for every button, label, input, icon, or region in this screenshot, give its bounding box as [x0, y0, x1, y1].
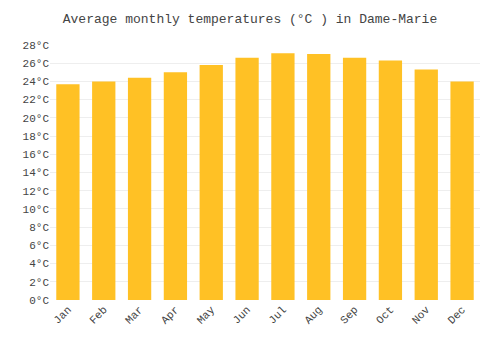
svg-text:22°C: 22°C	[23, 94, 50, 106]
svg-text:4°C: 4°C	[29, 258, 49, 270]
svg-text:Apr: Apr	[159, 304, 181, 326]
svg-text:Aug: Aug	[302, 304, 324, 326]
svg-text:Dec: Dec	[446, 304, 468, 326]
svg-text:Mar: Mar	[123, 304, 145, 326]
svg-text:Jul: Jul	[266, 304, 288, 326]
svg-text:May: May	[195, 304, 218, 327]
svg-text:8°C: 8°C	[29, 222, 49, 234]
svg-text:Sep: Sep	[338, 304, 360, 326]
svg-text:12°C: 12°C	[23, 186, 50, 198]
svg-text:6°C: 6°C	[29, 240, 49, 252]
svg-text:16°C: 16°C	[23, 149, 50, 161]
svg-text:20°C: 20°C	[23, 113, 50, 125]
svg-text:14°C: 14°C	[23, 167, 50, 179]
svg-text:Oct: Oct	[374, 304, 396, 326]
svg-text:18°C: 18°C	[23, 131, 50, 143]
svg-text:10°C: 10°C	[23, 204, 50, 216]
svg-text:Jun: Jun	[231, 304, 253, 326]
svg-text:0°C: 0°C	[29, 295, 49, 307]
svg-text:24°C: 24°C	[23, 76, 50, 88]
svg-text:Nov: Nov	[410, 304, 433, 327]
svg-text:28°C: 28°C	[23, 40, 50, 52]
svg-text:Jan: Jan	[51, 304, 73, 326]
svg-text:26°C: 26°C	[23, 58, 50, 70]
svg-text:Average monthly temperatures (: Average monthly temperatures (°C ) in Da…	[63, 12, 437, 27]
svg-text:Feb: Feb	[87, 304, 109, 326]
svg-text:2°C: 2°C	[29, 277, 49, 289]
